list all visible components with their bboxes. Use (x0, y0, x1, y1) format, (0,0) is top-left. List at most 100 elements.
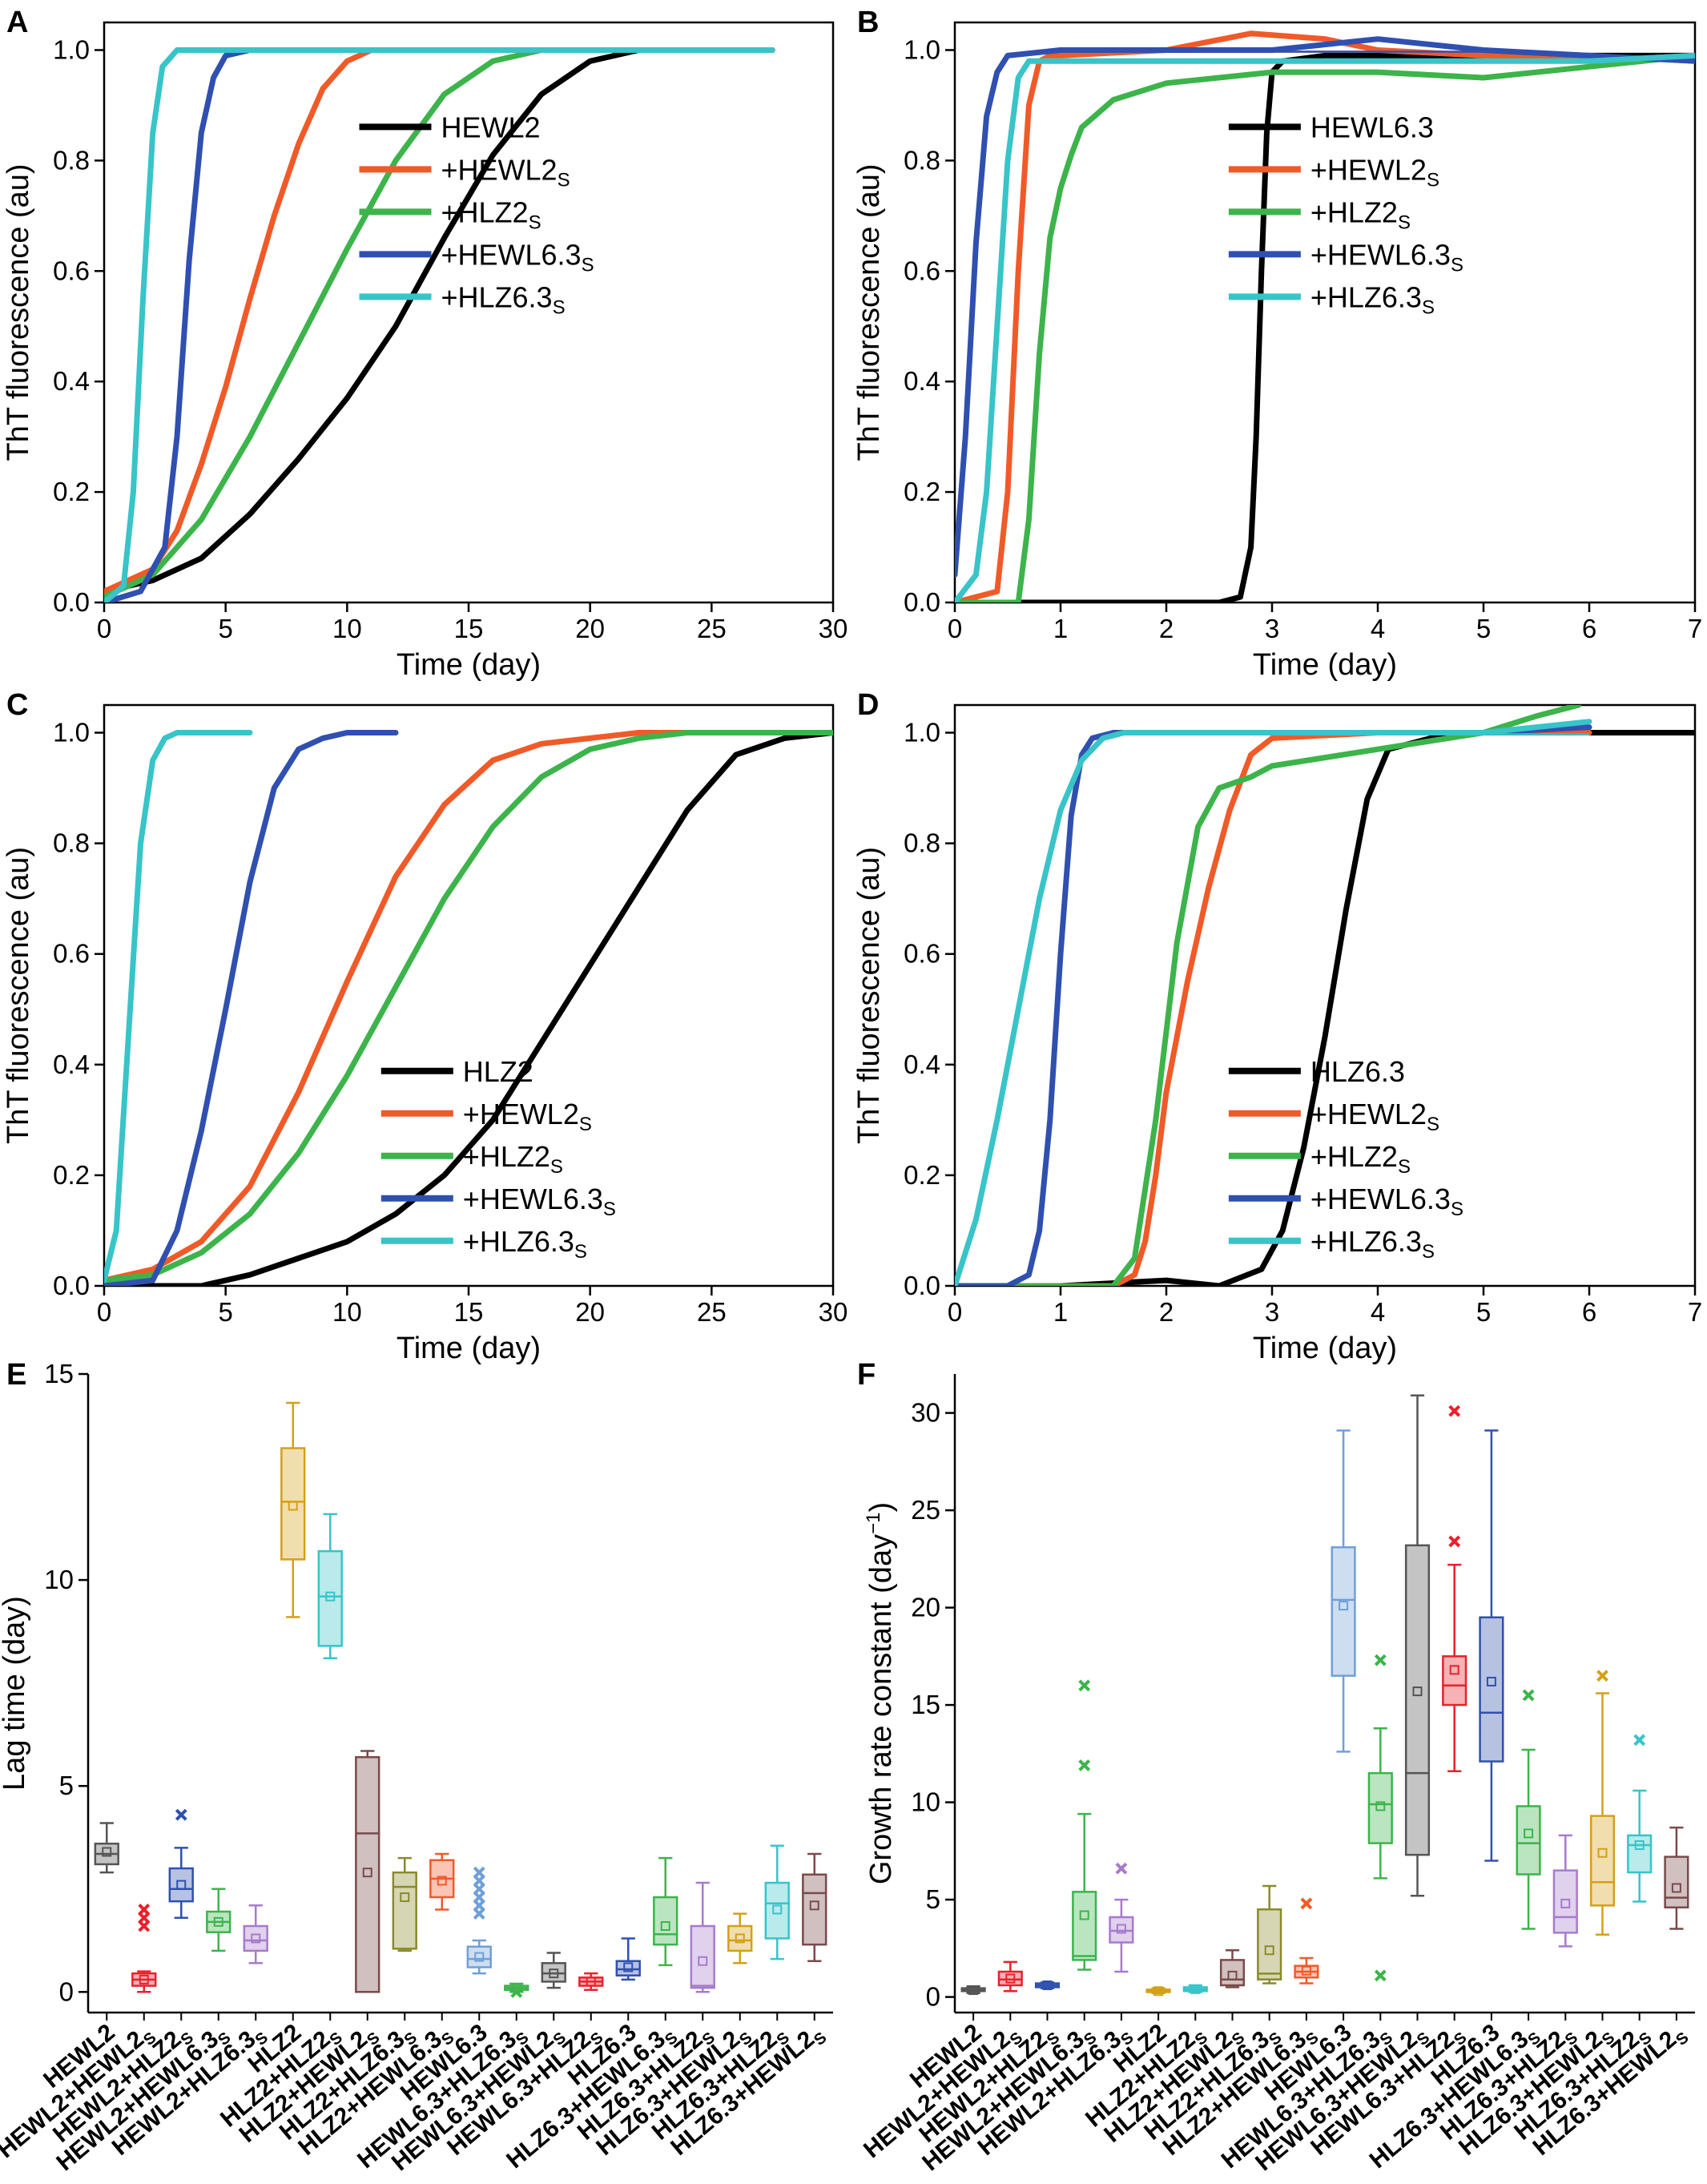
box-outlier (1078, 1759, 1091, 1771)
box-iqr (764, 1881, 790, 1940)
x-axis-label: Time (day) (1253, 648, 1397, 682)
box-outlier (138, 1904, 151, 1916)
box-mean (586, 1976, 596, 1987)
y-tick-label: 0.6 (53, 256, 90, 285)
x-tick-label: 0 (948, 614, 962, 643)
box-mean (1005, 1973, 1016, 1984)
box-11 (504, 1982, 529, 2021)
box-mean (1339, 1601, 1349, 1611)
series-fit-4 (104, 50, 773, 602)
series-fit-1 (104, 733, 760, 1283)
legend-label-2: +HLZ2S (1310, 195, 1411, 233)
y-tick-label: 25 (911, 1495, 940, 1525)
box-mean (1449, 1665, 1459, 1675)
y-tick-label: 0.8 (904, 828, 940, 858)
box-mean (735, 1933, 745, 1944)
legend-label-4: +HLZ6.3S (441, 280, 566, 318)
y-axis-label: ThT fluorescence (au) (852, 847, 886, 1144)
x-tick-label: 10 (332, 614, 362, 643)
legend-label-3: +HEWL6.3S (441, 238, 594, 276)
box-17 (727, 1912, 753, 2021)
box-outlier (1448, 1535, 1461, 1548)
legend-label-3: +HEWL6.3S (1310, 238, 1463, 276)
box-1 (131, 1904, 157, 2021)
box-12 (1404, 1394, 1431, 2021)
box-mean (176, 1880, 187, 1890)
x-tick-label: 2 (1159, 614, 1174, 643)
box-0 (94, 1822, 119, 2021)
series-fit-2 (104, 733, 833, 1283)
box-outlier (175, 1808, 187, 1821)
box-mean (623, 1962, 634, 1972)
box-mean (772, 1904, 783, 1915)
series-fit-4 (955, 56, 1695, 602)
x-tick-label: 7 (1688, 614, 1702, 643)
y-tick-label: 15 (911, 1690, 940, 1719)
legend-label-1: +HEWL2S (441, 153, 570, 191)
box-mean (1264, 1945, 1274, 1956)
legend-label-4: +HLZ6.3S (1310, 280, 1435, 318)
x-tick-label: 6 (1582, 1297, 1596, 1327)
x-tick-label: 2 (1159, 1297, 1174, 1327)
box-mean (102, 1847, 112, 1857)
box-iqr (541, 1962, 566, 1983)
box-6 (1182, 1984, 1208, 2021)
panel-c: C 0 5 10 15 20 25 30 0.0 0.2 0.4 0.6 0.8 1.0 Time (day… (2, 688, 847, 1365)
legend-label-0: HEWL6.3 (1310, 111, 1434, 143)
legend-label-2: +HLZ2S (441, 195, 541, 233)
x-tick-label: 3 (1265, 614, 1279, 643)
legend-label-2: +HLZ2S (463, 1140, 563, 1178)
box-iqr (1552, 1869, 1578, 1934)
series-fit-2 (1017, 56, 1695, 602)
box-14 (1479, 1429, 1504, 2021)
y-tick-label: 1.0 (904, 34, 940, 64)
box-2 (168, 1808, 194, 2021)
series-fit-0 (104, 50, 773, 594)
box-iqr (466, 1945, 492, 1968)
box-mean (1597, 1848, 1608, 1858)
x-tick-label: 10 (332, 1297, 362, 1327)
series-fit-3 (109, 733, 396, 1286)
panel-letter-b: B (857, 6, 879, 39)
box-mean (1634, 1840, 1645, 1851)
y-tick-label: 30 (911, 1398, 940, 1428)
box-2 (1034, 1980, 1061, 2021)
box-mean (288, 1501, 298, 1511)
box-6 (317, 1513, 343, 2021)
box-outlier (1596, 1670, 1608, 1682)
y-axis-label: ThT fluorescence (au) (2, 163, 35, 461)
panel-letter-d: D (857, 688, 879, 722)
series-fit-3 (955, 50, 1695, 577)
y-axis-label: ThT fluorescence (au) (2, 847, 35, 1144)
panel-letter-e: E (6, 1358, 26, 1392)
box-mean (251, 1933, 261, 1944)
box-outlier (473, 1866, 485, 1879)
series-fit-1 (956, 50, 1695, 602)
box-iqr (615, 1960, 641, 1976)
series-fit-4 (104, 733, 250, 1283)
x-tick-label: 0 (97, 1297, 111, 1327)
x-tick-label: 3 (1265, 1297, 1279, 1327)
x-tick-label: 0 (97, 614, 111, 643)
x-axis-label: Time (day) (1253, 1332, 1397, 1365)
box-mean (474, 1952, 485, 1962)
box-mean (1560, 1898, 1571, 1908)
y-tick-label: 1.0 (53, 34, 90, 64)
box-mean (437, 1876, 447, 1886)
box-outlier (1078, 1679, 1091, 1692)
box-16 (690, 1881, 715, 2021)
box-outlier (1522, 1689, 1535, 1702)
plot-frame (953, 703, 1697, 1287)
y-axis-label: Lag time (day) (0, 1596, 31, 1791)
legend-label-1: +HEWL2S (463, 1098, 592, 1135)
y-tick-label: 0.0 (53, 1271, 90, 1300)
x-tick-label: 20 (575, 1297, 605, 1327)
box-iqr (1367, 1771, 1393, 1844)
box-iqr (243, 1924, 268, 1952)
y-tick-label: 0.4 (904, 1050, 940, 1079)
x-tick-label: 0 (948, 1297, 962, 1327)
box-mean (1042, 1980, 1053, 1990)
box-13 (578, 1972, 604, 2021)
y-axis-label: Growth rate constant (day−1) (863, 1502, 898, 1884)
x-tick-label: 30 (819, 1297, 848, 1327)
